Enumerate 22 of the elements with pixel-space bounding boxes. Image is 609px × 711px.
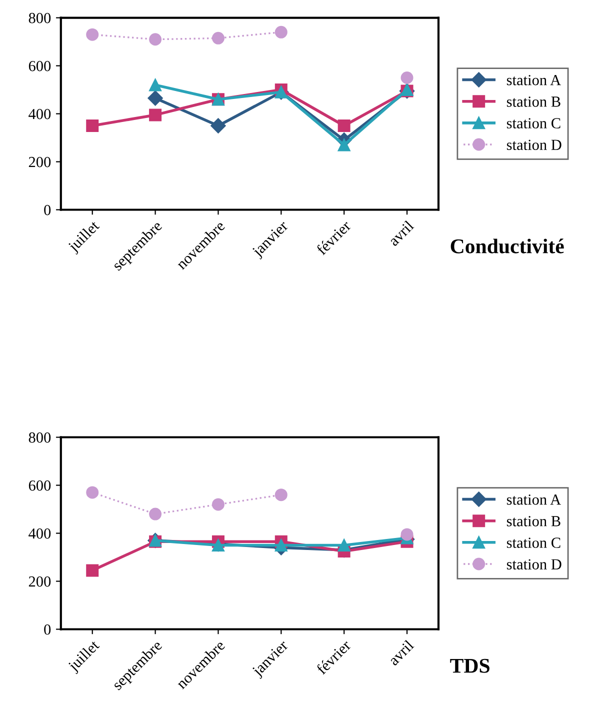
y-tick-label: 600	[28, 480, 51, 491]
legend-label: station D	[506, 559, 562, 570]
y-tick-label: 400	[28, 528, 51, 539]
y-tick-label: 400	[28, 108, 51, 120]
y-tick-label: 0	[44, 624, 51, 635]
y-tick-label: 200	[28, 576, 51, 587]
x-axis-title: Conductivité	[450, 238, 564, 254]
legend-label: station B	[506, 516, 560, 526]
y-tick-label: 800	[28, 12, 51, 24]
y-tick-label: 200	[28, 156, 51, 168]
x-axis-title: TDS	[450, 658, 490, 673]
x-tick-label: avril	[388, 220, 414, 246]
legend-label: station A	[506, 494, 561, 505]
legend-label: station C	[506, 538, 560, 548]
legend-label: station D	[506, 140, 562, 150]
y-tick-label: 800	[28, 432, 51, 443]
y-tick-label: 0	[44, 204, 51, 216]
legend-label: station C	[506, 118, 560, 128]
legend-label: station A	[506, 74, 561, 86]
x-tick-label: avril	[388, 639, 414, 666]
legend-label: station B	[506, 96, 560, 107]
y-tick-label: 600	[28, 60, 51, 72]
